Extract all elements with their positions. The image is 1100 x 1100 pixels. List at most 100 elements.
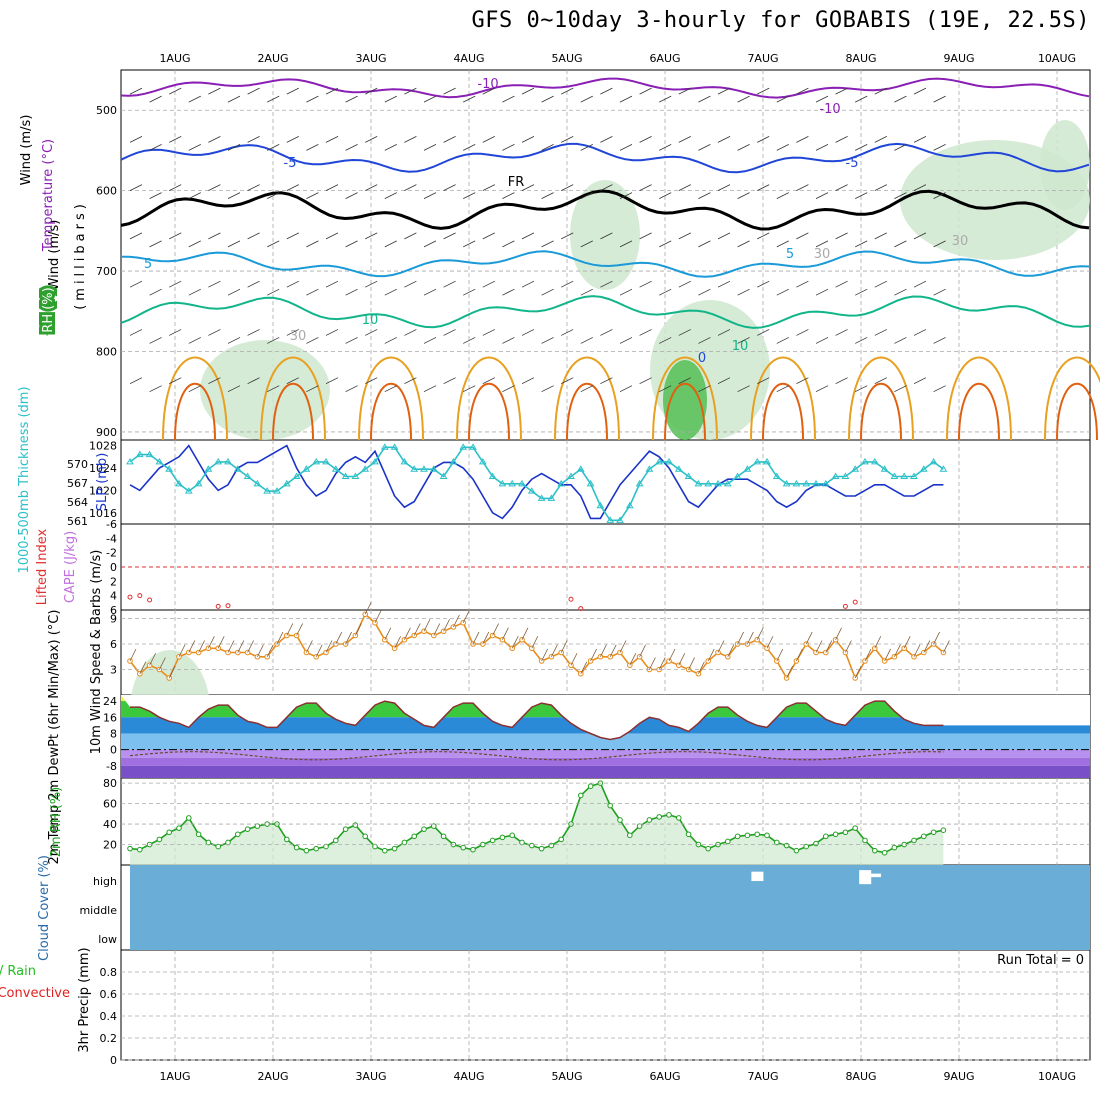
wind-barb-10m [335, 631, 343, 645]
rh-2m-point [578, 792, 584, 799]
wind-barb-upper [188, 240, 201, 248]
rh-2m-point [636, 823, 643, 829]
wind-barb-upper [129, 329, 143, 336]
wind-barb-upper [737, 240, 750, 248]
date-label-bottom: 1AUG [159, 1070, 190, 1083]
wind-barb-upper [463, 288, 476, 296]
cloud-cover-background [130, 865, 1090, 950]
rh-2m-point [127, 845, 133, 852]
wind-barb-10m [864, 648, 872, 662]
wind-barb-upper [776, 240, 789, 248]
wind-barb-upper [149, 385, 162, 393]
wind-barb-10m [472, 631, 480, 645]
wind-barb-10m [854, 665, 862, 679]
pressure-tick-label: 800 [96, 346, 117, 359]
wind-barb-upper [639, 136, 652, 143]
thickness-point [282, 479, 291, 487]
wind-barb-upper [698, 95, 711, 103]
rh-2m-point [744, 832, 751, 839]
wind-barb-upper [698, 385, 711, 393]
wind-barb-upper [600, 232, 613, 240]
thickness-point [655, 457, 664, 465]
wind-barb-upper [247, 87, 260, 95]
wind-barb-upper [717, 280, 731, 288]
contour-label: -10 [819, 102, 840, 117]
wind-barb-upper [835, 136, 848, 143]
rh-2m-point [323, 843, 329, 850]
wind-barb-upper [384, 240, 397, 248]
wind-barb-upper [365, 136, 378, 143]
thickness-tick-label: 567 [67, 477, 88, 490]
wind-barb-upper [463, 385, 476, 393]
wind-barb-upper [717, 136, 731, 143]
rh-2m-point [930, 829, 937, 836]
date-label-top: 1AUG [159, 52, 190, 65]
wind-barb-upper [933, 192, 946, 200]
thickness-point [478, 457, 487, 465]
panel-frame-precip [120, 949, 1091, 1061]
contour-label: 0 [698, 351, 706, 366]
wind-barb-10m [649, 657, 656, 670]
wind-barb-upper [384, 288, 397, 296]
contour-label: 30 [290, 329, 307, 344]
wind-barb-upper [678, 136, 691, 143]
li-point [225, 603, 231, 609]
thickness-point [126, 457, 134, 465]
thickness-tick-label: 570 [67, 458, 88, 471]
thickness-ylabel: 1000-500mb Thickness (dm) [17, 386, 32, 573]
wind-barb-upper [129, 232, 143, 240]
precip-run-total: Run Total = 0 [997, 953, 1084, 968]
wind-barb-upper [757, 280, 770, 288]
wind-barb-upper [404, 232, 417, 240]
wind-barb-upper [365, 329, 378, 336]
wind-barb-upper [894, 95, 907, 103]
date-label-bottom: 3AUG [355, 1070, 386, 1083]
wind-barb-upper [227, 144, 241, 151]
wind-barb-upper [169, 136, 182, 143]
wind-barb-upper [659, 192, 672, 200]
rh-tick-label: 20 [103, 839, 117, 852]
wind-barb-10m [325, 640, 333, 653]
thickness-point [880, 465, 889, 472]
wind-barb-upper [600, 280, 613, 288]
wind-barb-upper [384, 144, 397, 151]
wind-barb-upper [698, 337, 711, 344]
thickness-point [449, 457, 458, 465]
wind-barb-10m [600, 644, 607, 657]
isotherm-plus5 [121, 250, 1090, 278]
thickness-point [596, 501, 605, 509]
date-label-top: 2AUG [257, 52, 288, 65]
wind-barb-upper [365, 232, 378, 240]
wind-barb-upper [384, 95, 397, 103]
wind-barb-upper [227, 192, 241, 200]
wind-barb-upper [129, 136, 143, 143]
isotherm-plus15-dome [750, 356, 816, 441]
wind-barb-upper [169, 329, 182, 336]
wind-barb-10m [727, 644, 735, 657]
thickness-point [743, 465, 752, 472]
rh-2m-point [342, 826, 349, 832]
wind-barb-upper [757, 329, 770, 336]
contour-label: -5 [846, 156, 859, 171]
rh-2m-point [411, 833, 418, 840]
thickness-point [233, 465, 242, 472]
wind-barb-upper [561, 329, 574, 336]
wind-barb-upper [757, 87, 770, 95]
thickness-point [753, 457, 762, 465]
wind-barb-10m [276, 631, 284, 645]
wind-barb-upper [306, 144, 319, 151]
wind-barb-upper [639, 377, 652, 385]
rh-2m-point [852, 825, 859, 831]
wind-barb-upper [149, 288, 162, 296]
li-point [842, 603, 848, 609]
li-tick-label: 4 [110, 590, 117, 603]
isotherm-plus20-dome [272, 382, 314, 441]
rh-shading-area [1040, 120, 1090, 210]
isotherm-plus10 [120, 295, 1090, 329]
wind-barb-upper [267, 288, 280, 296]
rh-2m-point [607, 802, 614, 809]
wind-barb-upper [286, 184, 299, 192]
wind-barb-upper [600, 87, 613, 95]
thickness-point [400, 457, 409, 465]
thickness-point [312, 457, 321, 465]
